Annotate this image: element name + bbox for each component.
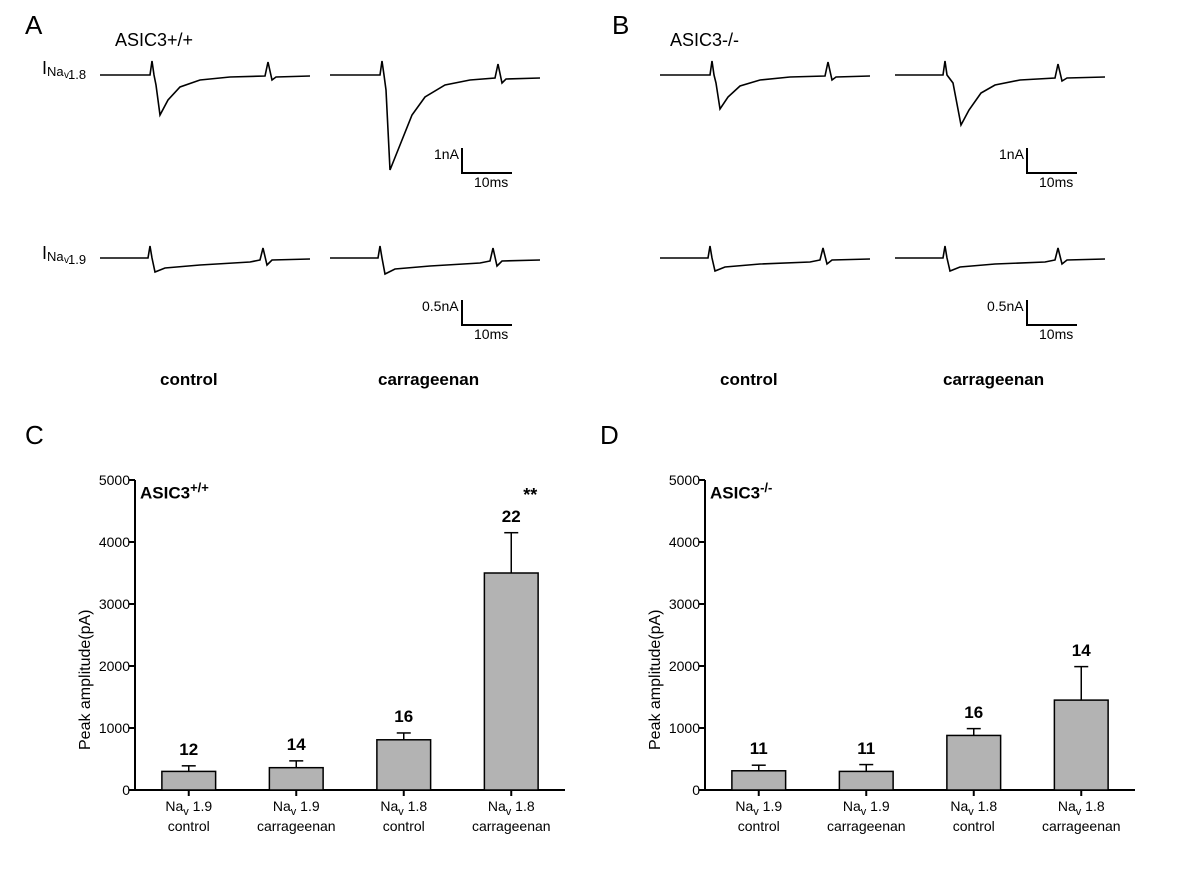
bar (162, 771, 216, 790)
panel-letter-B: B (612, 10, 629, 41)
ytick-label: 5000 (655, 472, 700, 488)
bar (947, 735, 1001, 790)
n-label: 11 (846, 739, 886, 759)
condition-B-control: control (720, 370, 778, 390)
x-category-label: Nav 1.9control (709, 798, 809, 835)
trace-B-nav18-control (660, 55, 870, 175)
genotype-label-A: ASIC3+/+ (115, 30, 193, 51)
n-label: 16 (954, 703, 994, 723)
x-category-label: Nav 1.9carrageenan (246, 798, 346, 835)
n-label: 22 (491, 507, 531, 527)
n-label: 14 (1061, 641, 1101, 661)
scalebar-B-top: 1nA 10ms (1017, 148, 1087, 188)
panel-letter-D: D (600, 420, 619, 451)
significance-label: ** (523, 485, 537, 506)
ytick-label: 3000 (85, 596, 130, 612)
condition-A-control: control (160, 370, 218, 390)
x-category-label: Nav 1.9carrageenan (816, 798, 916, 835)
condition-A-carrageenan: carrageenan (378, 370, 479, 390)
ytick-label: 0 (655, 782, 700, 798)
ytick-label: 4000 (85, 534, 130, 550)
ytick-label: 5000 (85, 472, 130, 488)
ytick-label: 2000 (85, 658, 130, 674)
x-category-label: Nav 1.8carrageenan (461, 798, 561, 835)
panel-letter-C: C (25, 420, 44, 451)
chart-C: ASIC3+/+ Peak amplitude(pA) 010002000300… (65, 460, 575, 880)
n-label: 12 (169, 740, 209, 760)
x-category-label: Nav 1.8control (924, 798, 1024, 835)
scalebar-B-bottom: 0.5nA 10ms (1017, 300, 1087, 340)
ytick-label: 1000 (655, 720, 700, 736)
trace-A-nav18-control (100, 55, 310, 175)
trace-A-nav19-control (100, 238, 310, 308)
chart-D: ASIC3-/- Peak amplitude(pA) 010002000300… (635, 460, 1145, 880)
scalebar-A-bottom: 0.5nA 10ms (452, 300, 522, 340)
row-label-nav18-A: INaNav1.8 (42, 58, 86, 82)
bar (269, 768, 323, 790)
ytick-label: 3000 (655, 596, 700, 612)
x-category-label: Nav 1.8carrageenan (1031, 798, 1131, 835)
bar (732, 771, 786, 790)
row-label-nav19-A: INaNav1.9 (42, 243, 86, 267)
ytick-label: 2000 (655, 658, 700, 674)
x-category-label: Nav 1.9control (139, 798, 239, 835)
n-label: 16 (384, 707, 424, 727)
panel-letter-A: A (25, 10, 42, 41)
bar (484, 573, 538, 790)
scalebar-A-top: 1nA 10ms (452, 148, 522, 188)
ytick-label: 1000 (85, 720, 130, 736)
ytick-label: 4000 (655, 534, 700, 550)
bar (377, 740, 431, 790)
n-label: 14 (276, 735, 316, 755)
ytick-label: 0 (85, 782, 130, 798)
n-label: 11 (739, 739, 779, 759)
x-category-label: Nav 1.8control (354, 798, 454, 835)
condition-B-carrageenan: carrageenan (943, 370, 1044, 390)
genotype-label-B: ASIC3-/- (670, 30, 739, 51)
bar (1054, 700, 1108, 790)
bar (839, 771, 893, 790)
trace-B-nav19-control (660, 238, 870, 308)
